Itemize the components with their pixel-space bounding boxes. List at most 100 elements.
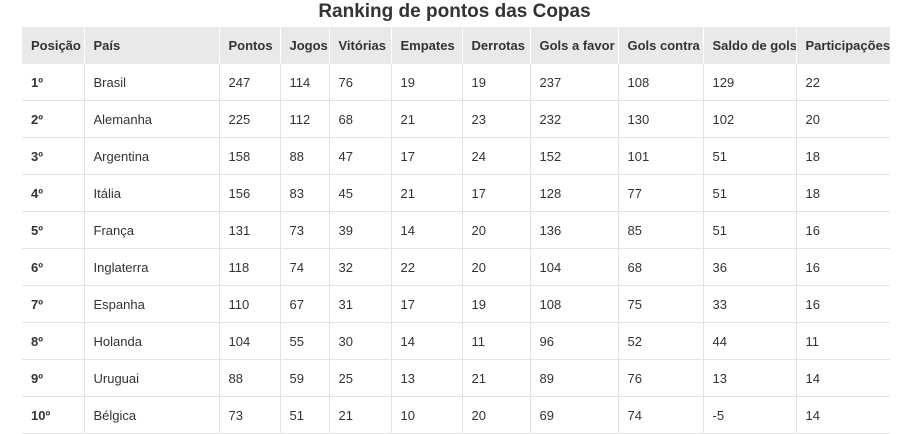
column-header: País: [83, 26, 220, 64]
table-cell: Holanda: [83, 322, 220, 360]
table-cell: 74: [617, 396, 704, 434]
table-cell: 32: [328, 248, 392, 286]
table-cell: 96: [529, 322, 619, 360]
table-cell: 67: [279, 285, 330, 323]
table-cell: 108: [529, 285, 619, 323]
table-row: 6º Inglaterra 118 74 32 22 20 104 68 36 16: [22, 248, 890, 286]
table-cell: 14: [795, 396, 890, 434]
table-cell: 128: [529, 174, 619, 212]
table-cell: 104: [529, 248, 619, 286]
table-cell: 88: [218, 359, 281, 397]
position-cell: 10º: [22, 396, 85, 434]
table-row: 1º Brasil 247 114 76 19 19 237 108 129 22: [22, 63, 890, 101]
table-body: 1º Brasil 247 114 76 19 19 237 108 129 22 2º Alemanh…: [22, 63, 890, 434]
table-cell: 20: [461, 248, 531, 286]
table-cell: 130: [617, 100, 704, 138]
table-cell: 83: [279, 174, 330, 212]
table-cell: 156: [218, 174, 281, 212]
table-cell: 31: [328, 285, 392, 323]
table-cell: 14: [390, 322, 463, 360]
table-cell: 131: [218, 211, 281, 249]
table-cell: França: [83, 211, 220, 249]
table-cell: 114: [279, 63, 330, 101]
table-cell: Alemanha: [83, 100, 220, 138]
table-cell: 11: [461, 322, 531, 360]
table-row: 9º Uruguai 88 59 25 13 21 89 76 13 14: [22, 359, 890, 397]
ranking-table: Posição País Pontos Jogos Vitórias Empates Der…: [22, 26, 890, 434]
table-cell: Brasil: [83, 63, 220, 101]
table-cell: 19: [461, 63, 531, 101]
table-cell: 21: [461, 359, 531, 397]
column-header: Posição: [22, 26, 85, 64]
table-cell: 104: [218, 322, 281, 360]
table-cell: 88: [279, 137, 330, 175]
table-row: 2º Alemanha 225 112 68 21 23 232 130 102 20: [22, 100, 890, 138]
position-cell: 1º: [22, 63, 85, 101]
table-cell: Espanha: [83, 285, 220, 323]
table-cell: 110: [218, 285, 281, 323]
table-cell: 30: [328, 322, 392, 360]
table-cell: 76: [328, 63, 392, 101]
table-cell: 118: [218, 248, 281, 286]
table-cell: 16: [795, 248, 890, 286]
table-cell: 21: [390, 174, 463, 212]
table-cell: Inglaterra: [83, 248, 220, 286]
table-cell: Uruguai: [83, 359, 220, 397]
table-cell: 11: [795, 322, 890, 360]
table-cell: 13: [702, 359, 797, 397]
table-cell: 22: [795, 63, 890, 101]
position-cell: 2º: [22, 100, 85, 138]
table-cell: 112: [279, 100, 330, 138]
table-title: Ranking de pontos das Copas: [318, 1, 591, 22]
position-cell: 8º: [22, 322, 85, 360]
table-cell: 51: [702, 174, 797, 212]
table-cell: -5: [702, 396, 797, 434]
table-head: Posição País Pontos Jogos Vitórias Empates Der…: [22, 26, 890, 64]
table-cell: 18: [795, 137, 890, 175]
table-cell: 52: [617, 322, 704, 360]
table-row: 3º Argentina 158 88 47 17 24 152 101 51 18: [22, 137, 890, 175]
table-cell: 18: [795, 174, 890, 212]
table-cell: 129: [702, 63, 797, 101]
table-cell: 68: [617, 248, 704, 286]
table-cell: 17: [390, 137, 463, 175]
column-header: Derrotas: [461, 26, 531, 64]
table-cell: 44: [702, 322, 797, 360]
table-cell: 69: [529, 396, 619, 434]
table-cell: Argentina: [83, 137, 220, 175]
table-cell: 158: [218, 137, 281, 175]
table-row: 5º França 131 73 39 14 20 136 85 51 16: [22, 211, 890, 249]
table-cell: 16: [795, 285, 890, 323]
table-cell: 45: [328, 174, 392, 212]
table-row: 7º Espanha 110 67 31 17 19 108 75 33 16: [22, 285, 890, 323]
table-cell: 55: [279, 322, 330, 360]
table-cell: 14: [795, 359, 890, 397]
table-cell: 85: [617, 211, 704, 249]
table-cell: 19: [461, 285, 531, 323]
table-cell: 102: [702, 100, 797, 138]
table-cell: 51: [702, 211, 797, 249]
table-cell: 17: [461, 174, 531, 212]
table-cell: 20: [461, 396, 531, 434]
table-row: 4º Itália 156 83 45 21 17 128 77 51 18: [22, 174, 890, 212]
table-cell: Itália: [83, 174, 220, 212]
table-cell: 89: [529, 359, 619, 397]
table-cell: 77: [617, 174, 704, 212]
table-cell: 21: [390, 100, 463, 138]
table-cell: 33: [702, 285, 797, 323]
table-cell: Bélgica: [83, 396, 220, 434]
table-cell: 59: [279, 359, 330, 397]
table-cell: 73: [218, 396, 281, 434]
table-cell: 21: [328, 396, 392, 434]
table-cell: 14: [390, 211, 463, 249]
table-cell: 20: [795, 100, 890, 138]
table-cell: 36: [702, 248, 797, 286]
table-cell: 136: [529, 211, 619, 249]
column-header: Gols a favor: [529, 26, 619, 64]
table-cell: 39: [328, 211, 392, 249]
table-cell: 75: [617, 285, 704, 323]
table-cell: 225: [218, 100, 281, 138]
table-row: 10º Bélgica 73 51 21 10 20 69 74 -5 14: [22, 396, 890, 434]
